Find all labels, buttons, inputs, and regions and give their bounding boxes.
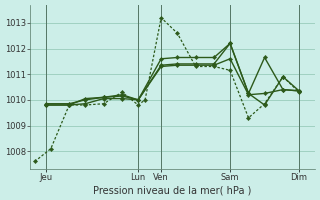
X-axis label: Pression niveau de la mer( hPa ): Pression niveau de la mer( hPa )	[93, 185, 252, 195]
